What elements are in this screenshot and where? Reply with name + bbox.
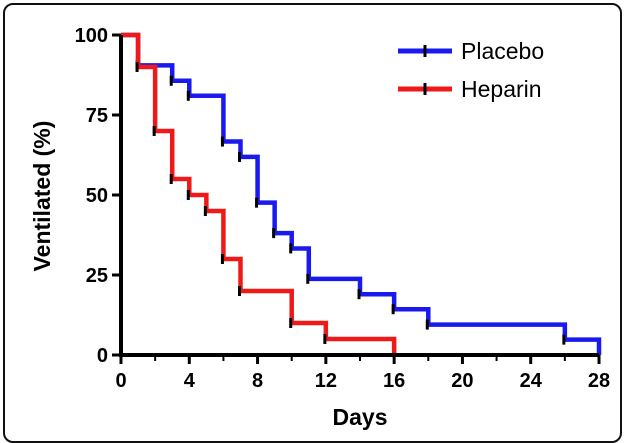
legend: Placebo Heparin <box>398 38 544 102</box>
legend-placebo-label: Placebo <box>461 38 544 64</box>
y-tick-label: 50 <box>86 185 108 207</box>
y-axis-title: Ventilated (%) <box>29 121 55 272</box>
y-tick-label: 75 <box>86 105 108 127</box>
x-axis-title: Days <box>333 404 388 430</box>
x-tick-label: 0 <box>115 370 126 392</box>
x-tick-label: 4 <box>184 370 196 392</box>
y-tick-label: 100 <box>75 25 108 47</box>
x-tick-label: 20 <box>451 370 473 392</box>
x-tick-label: 28 <box>588 370 610 392</box>
x-tick-label: 16 <box>383 370 405 392</box>
survival-chart: 0 4 8 12 16 20 24 28 0 25 50 75 100 Days Ventilated… <box>29 25 610 430</box>
x-ticks: 0 4 8 12 16 20 24 28 <box>115 355 610 392</box>
x-tick-label: 8 <box>252 370 263 392</box>
y-tick-label: 25 <box>86 265 108 287</box>
y-tick-label: 0 <box>97 345 108 367</box>
y-ticks: 0 25 50 75 100 <box>75 25 121 367</box>
legend-heparin-label: Heparin <box>461 76 542 102</box>
x-tick-label: 24 <box>520 370 543 392</box>
series-layer <box>121 32 602 355</box>
x-tick-label: 12 <box>315 370 337 392</box>
